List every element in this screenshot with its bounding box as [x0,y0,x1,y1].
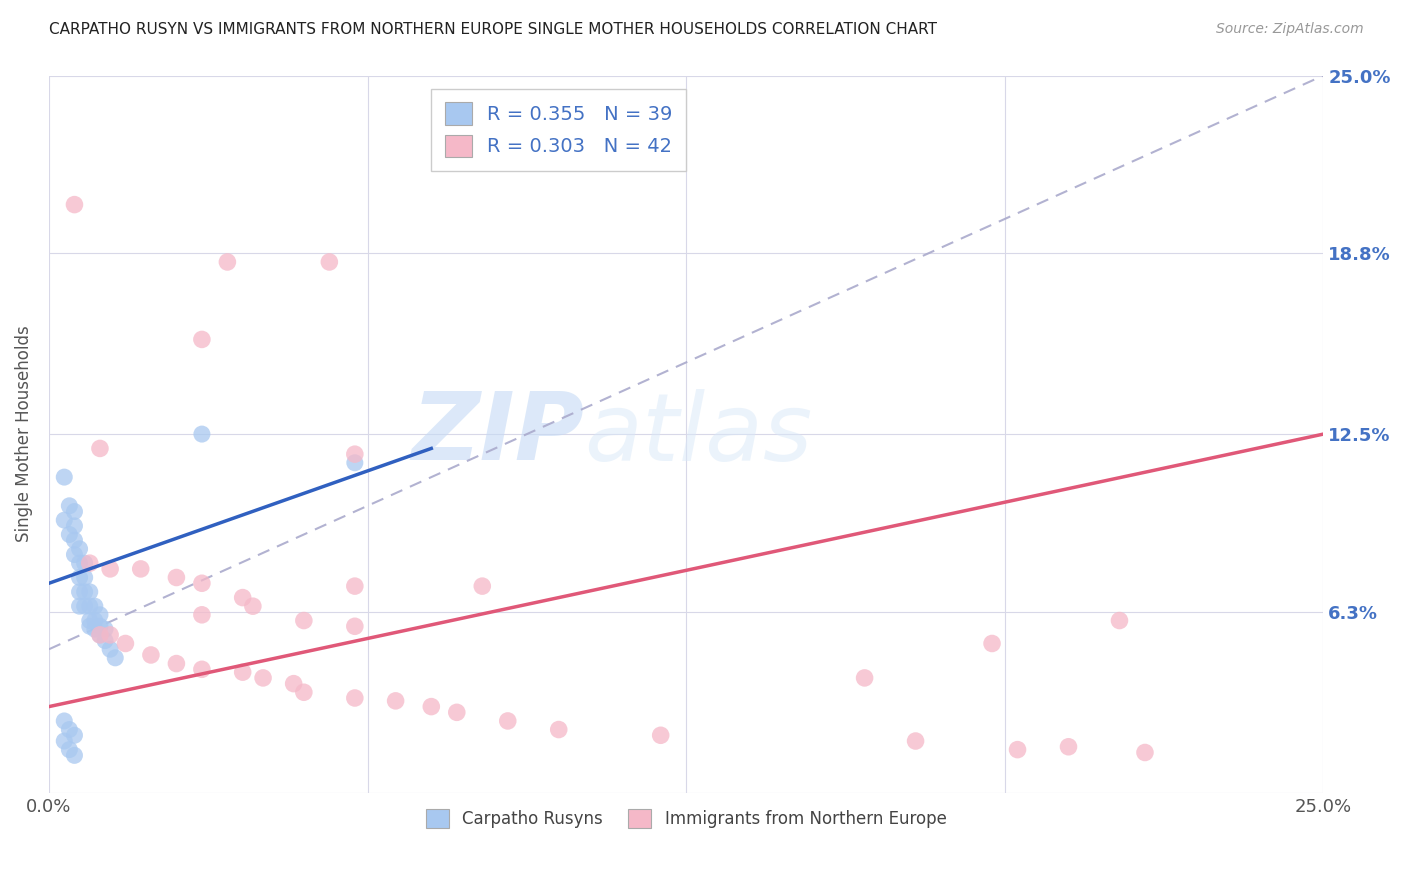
Point [94,633,117,648]
Point [58,742,80,756]
Point [343,447,366,461]
Point [69,599,91,614]
Point [343,691,366,706]
Point [104,650,127,665]
Point [232,591,254,605]
Point [904,734,927,748]
Point [69,570,91,584]
Point [981,636,1004,650]
Point [191,662,214,676]
Point [191,333,214,347]
Point [471,579,494,593]
Point [252,671,274,685]
Point [63,548,86,562]
Point [58,527,80,541]
Point [63,728,86,742]
Y-axis label: Single Mother Households: Single Mother Households [15,326,32,542]
Point [58,723,80,737]
Point [547,723,569,737]
Point [53,470,76,484]
Point [73,570,96,584]
Point [79,556,101,570]
Point [384,694,406,708]
Point [89,442,111,456]
Text: ZIP: ZIP [412,388,585,480]
Point [63,519,86,533]
Point [292,614,315,628]
Point [283,676,305,690]
Point [89,628,111,642]
Point [73,599,96,614]
Point [73,585,96,599]
Point [63,533,86,548]
Point [53,513,76,527]
Point [114,636,136,650]
Point [89,607,111,622]
Point [191,427,214,442]
Point [1007,742,1029,756]
Point [129,562,152,576]
Point [73,556,96,570]
Point [79,599,101,614]
Point [69,556,91,570]
Point [292,685,315,699]
Point [98,628,121,642]
Point [420,699,443,714]
Point [139,648,162,662]
Point [98,562,121,576]
Point [232,665,254,680]
Point [53,714,76,728]
Point [94,622,117,636]
Point [318,255,340,269]
Point [343,619,366,633]
Point [79,614,101,628]
Point [89,619,111,633]
Point [63,504,86,518]
Point [242,599,264,614]
Point [83,614,105,628]
Point [63,197,86,211]
Point [69,585,91,599]
Point [446,706,468,720]
Point [1108,614,1130,628]
Point [165,570,187,584]
Point [1133,746,1156,760]
Point [191,607,214,622]
Text: Source: ZipAtlas.com: Source: ZipAtlas.com [1216,22,1364,37]
Point [217,255,239,269]
Point [650,728,672,742]
Point [89,628,111,642]
Point [63,748,86,763]
Point [853,671,876,685]
Point [1057,739,1080,754]
Point [79,619,101,633]
Point [191,576,214,591]
Point [343,456,366,470]
Point [58,499,80,513]
Point [69,541,91,556]
Point [496,714,519,728]
Point [79,585,101,599]
Point [83,599,105,614]
Point [83,622,105,636]
Point [165,657,187,671]
Legend: Carpatho Rusyns, Immigrants from Northern Europe: Carpatho Rusyns, Immigrants from Norther… [419,802,953,835]
Text: atlas: atlas [585,389,813,480]
Point [343,579,366,593]
Text: CARPATHO RUSYN VS IMMIGRANTS FROM NORTHERN EUROPE SINGLE MOTHER HOUSEHOLDS CORRE: CARPATHO RUSYN VS IMMIGRANTS FROM NORTHE… [49,22,938,37]
Point [98,642,121,657]
Point [53,734,76,748]
